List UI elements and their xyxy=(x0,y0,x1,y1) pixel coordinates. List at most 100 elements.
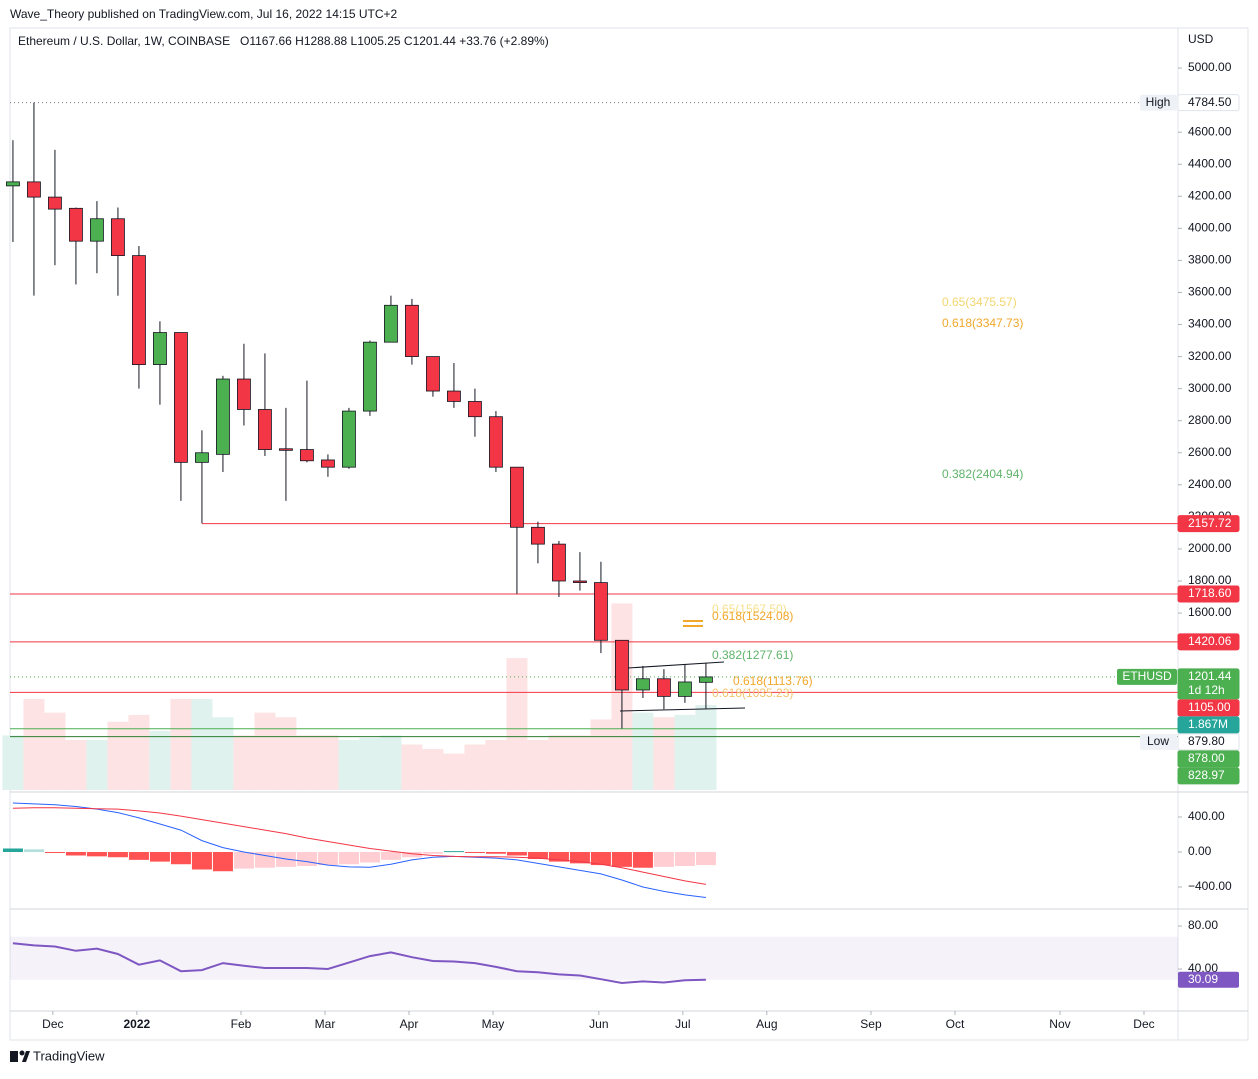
volume-bar xyxy=(170,699,192,790)
candle-body xyxy=(363,341,377,412)
macd-line xyxy=(12,802,706,898)
macd-hist xyxy=(401,851,422,858)
volume-bar xyxy=(443,753,465,790)
publisher: Wave_Theory published on TradingView.com… xyxy=(10,7,398,21)
macd-hist xyxy=(380,851,401,860)
candle-body xyxy=(321,459,335,468)
y-tick-label: 2800.00 xyxy=(1188,413,1232,427)
volume-bar xyxy=(233,735,255,790)
volume-bar xyxy=(275,717,297,790)
price-tag-label: 4784.50 xyxy=(1188,95,1232,109)
fib-label: 0.382(2404.94) xyxy=(942,467,1023,481)
price-tag-label: 1105.00 xyxy=(1188,700,1231,714)
rsi-line xyxy=(12,942,706,985)
candle-body xyxy=(132,255,146,366)
symbol-tag-label: ETHUSD xyxy=(1122,669,1172,683)
candle-body xyxy=(573,580,587,583)
level-name-box xyxy=(1140,94,1177,111)
candle-body xyxy=(48,196,62,210)
price-tag-label: 1201.44 xyxy=(1188,669,1232,683)
trend-line xyxy=(619,707,746,712)
macd-hist xyxy=(443,851,464,853)
candle-body xyxy=(615,639,629,691)
y-tick-label: 400.00 xyxy=(1188,809,1225,823)
macd-hist xyxy=(2,848,23,852)
price-tag-label: 1718.60 xyxy=(1188,586,1232,600)
x-tick-label: Oct xyxy=(946,1017,965,1031)
volume-bar xyxy=(128,714,150,790)
y-tick-label: 4600.00 xyxy=(1188,124,1232,138)
volume-bar xyxy=(695,705,717,790)
y-tick-label: 2000.00 xyxy=(1188,541,1232,555)
price-tag xyxy=(1177,716,1240,734)
candle-body xyxy=(657,678,671,697)
candle-body xyxy=(300,449,314,462)
price-tag-label: 879.80 xyxy=(1188,734,1225,748)
rsi-tag xyxy=(1178,971,1239,988)
volume-bar xyxy=(653,717,675,790)
macd-hist xyxy=(86,851,107,857)
signal-line xyxy=(12,807,706,885)
x-tick-label: Apr xyxy=(400,1017,419,1031)
candle-body xyxy=(510,466,524,528)
volume-bar xyxy=(569,735,591,790)
macd-hist xyxy=(44,851,65,853)
price-tag xyxy=(1177,585,1240,603)
volume-bar xyxy=(2,735,24,790)
fib-label: 0.618(1524.08) xyxy=(712,609,793,623)
logo-mark xyxy=(10,1051,18,1062)
candle-body xyxy=(90,218,104,242)
y-tick-label: 3000.00 xyxy=(1188,381,1232,395)
macd-hist xyxy=(359,851,380,863)
y-tick-label: 3400.00 xyxy=(1188,317,1232,331)
macd-hist xyxy=(506,851,527,856)
level-name-box xyxy=(1140,733,1177,750)
x-tick-label: Dec xyxy=(1133,1017,1154,1031)
candle-body xyxy=(111,218,125,257)
y-tick-label: 80.00 xyxy=(1188,918,1218,932)
macd-hist xyxy=(464,851,485,853)
y-tick-label: −400.00 xyxy=(1188,879,1232,893)
candle-body xyxy=(384,304,398,343)
candle-body xyxy=(174,332,188,463)
macd-hist xyxy=(527,851,548,859)
x-tick-label: Feb xyxy=(231,1017,252,1031)
candle-body xyxy=(447,390,461,402)
price-tag xyxy=(1177,633,1240,651)
macd-hist xyxy=(23,849,44,852)
candle-body xyxy=(678,681,692,697)
price-tag xyxy=(1177,515,1240,533)
frame xyxy=(9,27,1249,1041)
candle-body xyxy=(531,526,545,545)
axis-unit: USD xyxy=(1188,32,1214,46)
symbol-title: Ethereum / U.S. Dollar, 1W, COINBASE xyxy=(18,34,230,48)
price-tag-label: 2157.72 xyxy=(1188,516,1232,530)
candle-body xyxy=(27,181,41,198)
price-tag-label: 1420.06 xyxy=(1188,634,1232,648)
volume-bar xyxy=(317,735,339,790)
candle-body xyxy=(279,448,293,451)
candle-body xyxy=(552,543,566,582)
ohlc-legend: O1167.66 H1288.88 L1005.25 C1201.44 +33.… xyxy=(240,34,549,48)
price-tag-label: 878.00 xyxy=(1188,751,1225,765)
candle-body xyxy=(258,409,272,450)
volume-bar xyxy=(65,739,87,790)
macd-hist xyxy=(317,851,338,866)
macd-hist xyxy=(338,851,359,865)
candle-body xyxy=(489,416,503,468)
countdown: 1d 12h xyxy=(1188,683,1225,697)
macd-hist xyxy=(485,851,506,854)
candle-body xyxy=(405,304,419,357)
candle-body xyxy=(594,582,608,641)
volume-bar xyxy=(674,714,696,790)
trend-line xyxy=(627,661,725,669)
macd-hist xyxy=(632,851,653,868)
y-tick-label: 3200.00 xyxy=(1188,349,1232,363)
macd-hist xyxy=(65,851,86,856)
candle-body xyxy=(636,678,650,691)
x-tick-label: Nov xyxy=(1049,1017,1070,1031)
volume-bar xyxy=(527,739,549,790)
